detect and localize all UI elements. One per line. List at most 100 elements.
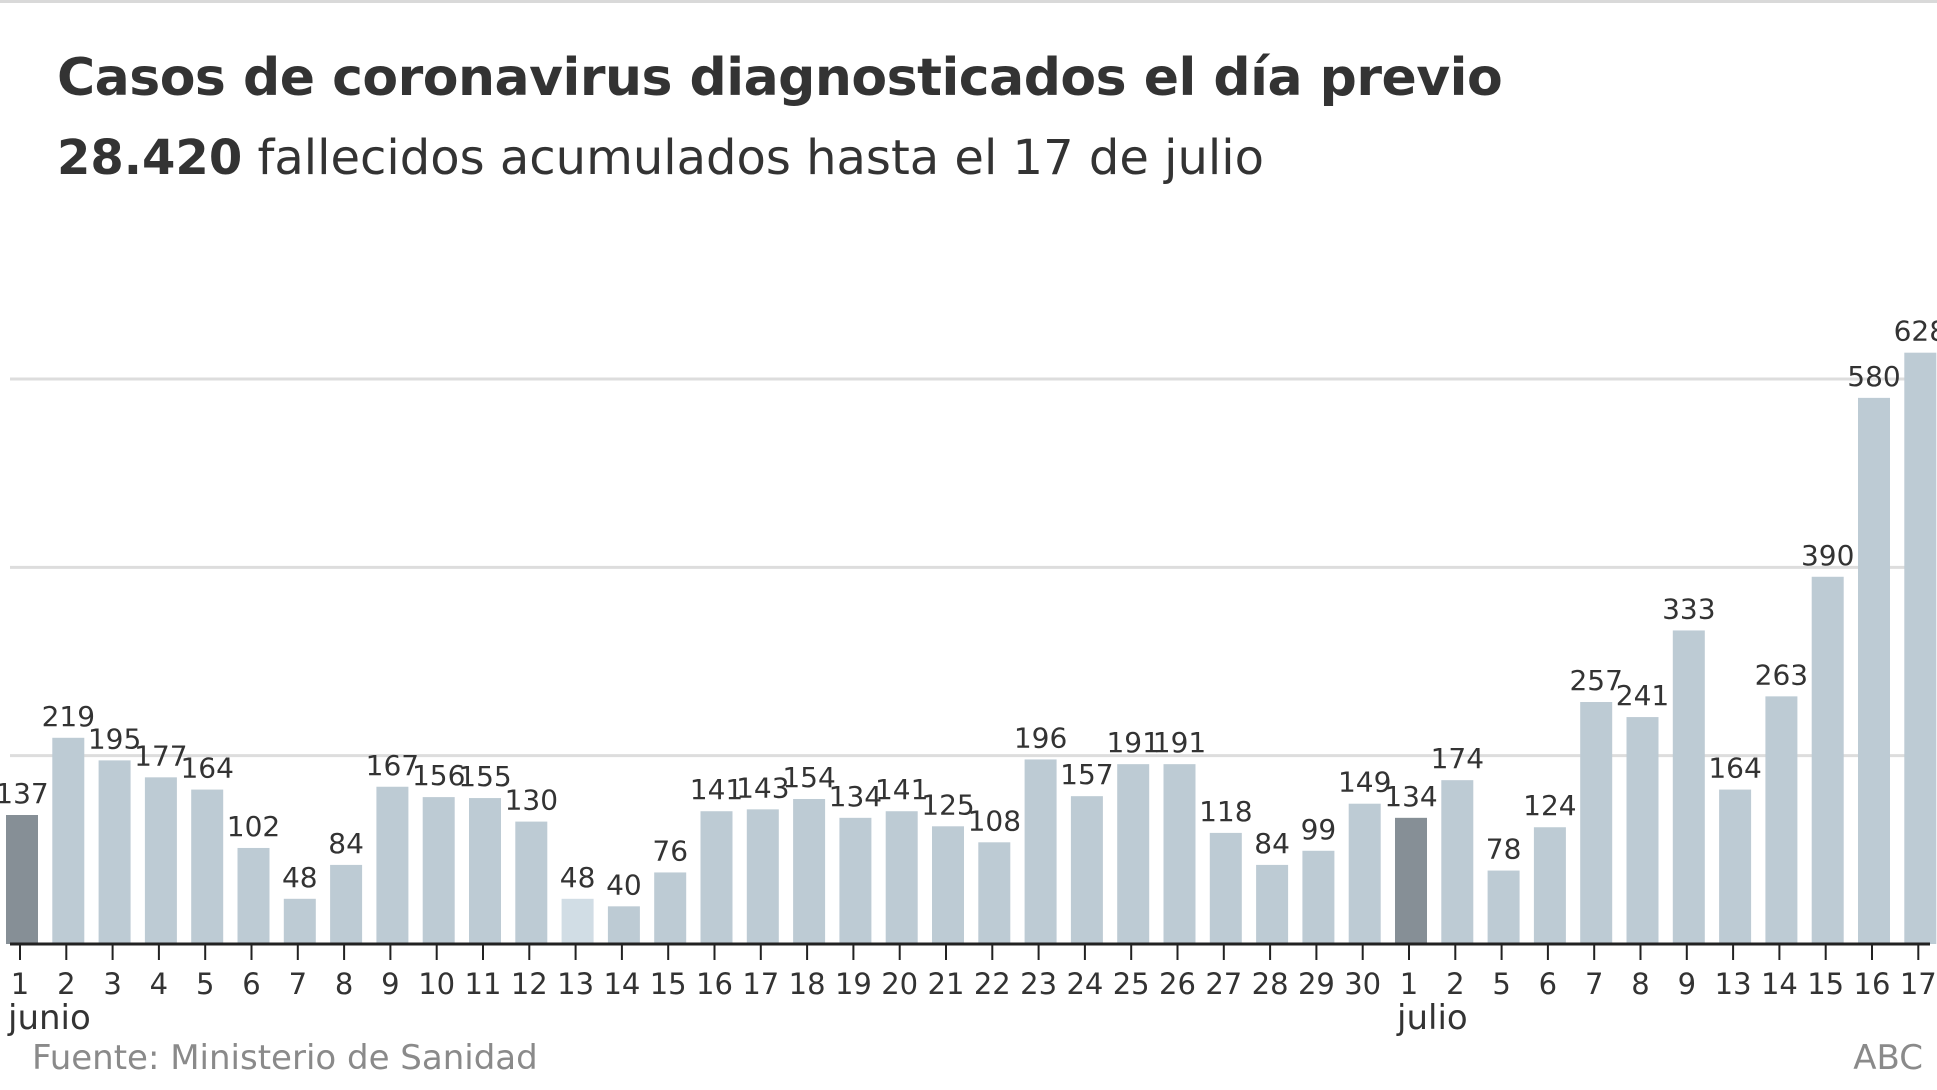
chart-subtitle: 28.420 fallecidos acumulados hasta el 17… <box>57 130 1264 186</box>
value-label: 84 <box>328 827 364 860</box>
x-axis: 1 2 3 4 5 6 7 8 9 10 11 12 13 14 15 16 17 18 19 20 21 22 23 24 2… <box>7 942 1937 1038</box>
value-label: 130 <box>505 784 558 817</box>
value-label: 143 <box>736 771 789 804</box>
x-tick-label: 1 <box>1400 967 1418 1001</box>
x-tick-label: 4 <box>150 967 168 1001</box>
x-tick-label: 28 <box>1252 967 1289 1001</box>
chart-title: Casos de coronavirus diagnosticados el d… <box>57 48 1503 108</box>
x-tick-label: 2 <box>1446 967 1464 1001</box>
month-label: junio <box>7 998 91 1038</box>
x-tick-label: 9 <box>381 967 399 1001</box>
x-tick-label: 21 <box>928 967 965 1001</box>
bar <box>839 817 872 944</box>
x-tick-label: 2 <box>57 967 75 1001</box>
x-tick-label: 10 <box>418 967 455 1001</box>
value-label: 134 <box>829 780 882 813</box>
x-tick-label: 9 <box>1678 967 1696 1001</box>
value-label: 164 <box>1708 752 1761 785</box>
x-tick-label: 13 <box>1715 967 1752 1001</box>
x-tick-label: 6 <box>1539 967 1557 1001</box>
bar <box>793 798 826 944</box>
x-tick-label: 8 <box>1631 967 1649 1001</box>
bar <box>330 864 363 944</box>
bar <box>376 786 409 944</box>
value-label: 78 <box>1486 833 1522 866</box>
bar <box>1533 827 1566 944</box>
bar <box>885 811 918 944</box>
bar <box>1580 702 1613 944</box>
value-label: 241 <box>1616 679 1669 712</box>
bar <box>6 815 38 944</box>
value-label: 40 <box>606 868 642 901</box>
x-tick-label: 16 <box>1854 967 1891 1001</box>
value-label: 141 <box>690 773 743 806</box>
x-tick-label: 6 <box>242 967 260 1001</box>
x-tick-label: 30 <box>1344 967 1381 1001</box>
value-label: 154 <box>782 761 835 794</box>
value-label: 99 <box>1301 813 1337 846</box>
value-label: 167 <box>366 749 419 782</box>
bar <box>1811 576 1844 944</box>
bar <box>978 842 1011 944</box>
x-tick-label: 14 <box>1761 967 1798 1001</box>
bar <box>283 898 316 944</box>
bar <box>746 809 779 944</box>
x-tick-label: 19 <box>835 967 872 1001</box>
credit-label: ABC <box>1853 1038 1923 1078</box>
bar <box>1441 780 1474 944</box>
bar <box>607 906 640 944</box>
x-tick-label: 7 <box>289 967 307 1001</box>
value-label: 580 <box>1847 360 1900 393</box>
bar <box>1395 817 1427 944</box>
value-label: 628 <box>1894 315 1937 348</box>
x-tick-label: 18 <box>789 967 826 1001</box>
value-label: 196 <box>1014 721 1067 754</box>
x-tick-label: 16 <box>696 967 733 1001</box>
value-label: 195 <box>88 722 141 755</box>
bar <box>1070 796 1103 944</box>
value-label: 155 <box>458 760 511 793</box>
x-tick-label: 8 <box>335 967 353 1001</box>
value-label: 134 <box>1384 780 1437 813</box>
bar <box>1672 630 1705 944</box>
source-note: Fuente: Ministerio de Sanidad <box>32 1038 538 1078</box>
bar <box>1765 696 1798 944</box>
bar <box>1117 764 1150 944</box>
x-tick-label: 1 <box>11 967 29 1001</box>
value-label: 390 <box>1801 539 1854 572</box>
bar <box>932 826 964 944</box>
value-label: 177 <box>134 739 187 772</box>
bar <box>1348 803 1381 944</box>
x-tick-label: 13 <box>557 967 594 1001</box>
value-label: 118 <box>1199 795 1252 828</box>
bars <box>6 352 1937 945</box>
x-tick-label: 25 <box>1113 967 1150 1001</box>
x-tick-label: 3 <box>103 967 121 1001</box>
bar <box>1024 759 1057 944</box>
value-label: 84 <box>1254 827 1290 860</box>
bar <box>515 821 548 944</box>
x-tick-label: 7 <box>1585 967 1603 1001</box>
value-label: 76 <box>652 834 688 867</box>
month-label: julio <box>1396 998 1468 1038</box>
x-tick-label: 24 <box>1066 967 1103 1001</box>
top-rule <box>0 0 1937 3</box>
x-tick-label: 15 <box>650 967 687 1001</box>
bar <box>1256 864 1289 944</box>
bar <box>1209 832 1242 944</box>
value-label: 257 <box>1569 664 1622 697</box>
bar <box>1858 397 1890 944</box>
bar <box>422 797 455 944</box>
x-tick-label: 20 <box>881 967 918 1001</box>
value-label: 263 <box>1755 658 1808 691</box>
bar <box>1626 717 1659 944</box>
subtitle-value: 28.420 <box>57 130 243 186</box>
value-label: 149 <box>1338 766 1391 799</box>
x-tick-label: 5 <box>196 967 214 1001</box>
bar <box>191 789 224 944</box>
x-tick-label: 5 <box>1492 967 1510 1001</box>
value-label: 124 <box>1523 789 1576 822</box>
bar <box>144 777 177 944</box>
